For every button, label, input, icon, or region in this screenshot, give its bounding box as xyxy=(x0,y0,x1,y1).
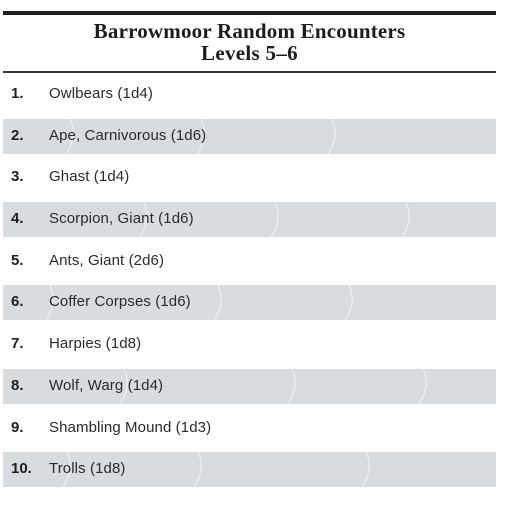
row-entry: Shambling Mound (1d3) xyxy=(49,418,212,436)
worn-streak xyxy=(45,285,54,321)
table-row: 5. Ants, Giant (2d6) xyxy=(3,240,496,282)
worn-streak xyxy=(401,202,410,238)
encounter-table: Barrowmoor Random Encounters Levels 5–6 … xyxy=(3,11,496,491)
row-number: 2. xyxy=(11,126,24,144)
table-row: 10. Trolls (1d8) xyxy=(3,448,496,490)
row-number: 8. xyxy=(11,376,24,394)
table-title-line1: Barrowmoor Random Encounters xyxy=(93,19,406,43)
table-row: 2. Ape, Carnivorous (1d6) xyxy=(3,115,496,157)
row-entry: Scorpion, Giant (1d6) xyxy=(49,210,194,228)
title-rule xyxy=(3,71,496,73)
row-shade xyxy=(3,285,496,321)
row-number: 7. xyxy=(11,335,24,353)
table-row: 4. Scorpion, Giant (1d6) xyxy=(3,198,496,240)
row-number: 3. xyxy=(11,168,24,186)
table-row: 3. Ghast (1d4) xyxy=(3,156,496,198)
worn-streak xyxy=(287,368,296,404)
worn-streak xyxy=(361,452,370,488)
worn-streak xyxy=(65,118,74,154)
worn-streak xyxy=(270,202,279,238)
row-number: 9. xyxy=(11,418,24,436)
row-entry: Ants, Giant (2d6) xyxy=(49,251,165,269)
row-shade xyxy=(3,452,496,488)
row-shade xyxy=(3,118,496,154)
row-entry: Trolls (1d8) xyxy=(49,460,126,478)
worn-streak xyxy=(193,452,202,488)
worn-streak xyxy=(119,368,128,404)
row-shade xyxy=(3,368,496,404)
row-entry: Ape, Carnivorous (1d6) xyxy=(49,126,207,144)
row-entry: Harpies (1d8) xyxy=(49,335,142,353)
worn-texture xyxy=(65,118,336,154)
worn-streak xyxy=(327,118,336,154)
row-shade xyxy=(3,202,496,238)
row-entry: Ghast (1d4) xyxy=(49,168,130,186)
table-row: 6. Coffer Corpses (1d6) xyxy=(3,281,496,323)
row-number: 5. xyxy=(11,251,24,269)
row-entry: Wolf, Warg (1d4) xyxy=(49,376,164,394)
worn-texture xyxy=(139,202,410,238)
table-row: 1. Owlbears (1d4) xyxy=(3,73,496,115)
row-number: 10. xyxy=(11,460,32,478)
table-row: 7. Harpies (1d8) xyxy=(3,323,496,365)
row-entry: Owlbears (1d4) xyxy=(49,85,153,102)
worn-texture xyxy=(62,452,370,488)
table-row: 8. Wolf, Warg (1d4) xyxy=(3,365,496,407)
row-entry: Coffer Corpses (1d6) xyxy=(49,293,191,311)
row-number: 1. xyxy=(11,85,24,102)
worn-streak xyxy=(418,368,427,404)
worn-texture xyxy=(45,285,353,321)
top-rule xyxy=(3,11,496,15)
worn-texture xyxy=(119,368,427,404)
worn-streak xyxy=(62,452,71,488)
row-number: 4. xyxy=(11,210,24,228)
table-title: Barrowmoor Random Encounters Levels 5–6 xyxy=(3,20,496,64)
worn-streak xyxy=(213,285,222,321)
table-title-line2: Levels 5–6 xyxy=(201,41,298,65)
worn-streak xyxy=(139,202,148,238)
table-row: 9. Shambling Mound (1d3) xyxy=(3,407,496,449)
row-number: 6. xyxy=(11,293,24,311)
worn-streak xyxy=(196,118,205,154)
worn-streak xyxy=(344,285,353,321)
encounter-rows: 1. Owlbears (1d4) 2. Ape, Carnivorous (1… xyxy=(3,73,496,490)
